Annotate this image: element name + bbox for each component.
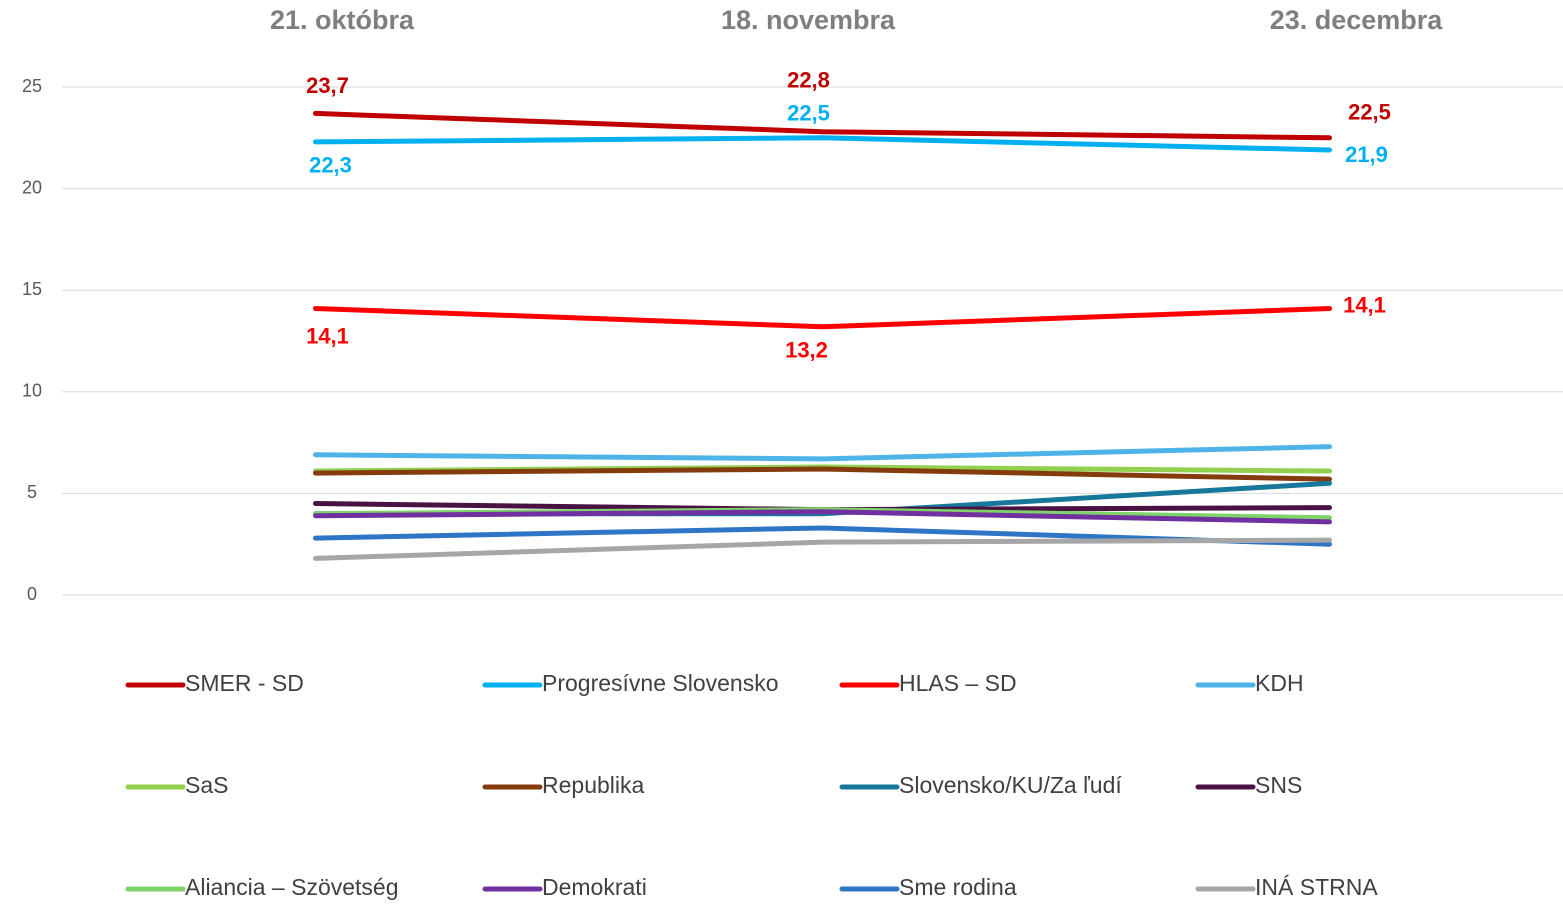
- series-line: [313, 509, 1332, 525]
- data-label: 22,8: [787, 68, 830, 93]
- legend-label: SaS: [185, 772, 228, 798]
- y-tick-label: 0: [27, 584, 37, 604]
- category-label: 23. decembra: [1270, 5, 1444, 35]
- data-label: 22,5: [1348, 100, 1391, 125]
- y-tick-label: 20: [22, 177, 42, 197]
- legend-label: HLAS – SD: [899, 670, 1017, 696]
- y-tick-label: 15: [22, 279, 42, 299]
- y-tick-label: 25: [22, 76, 42, 96]
- legend-label: Aliancia – Szövetség: [185, 874, 399, 900]
- data-label: 14,1: [1343, 292, 1386, 317]
- legend-label: INÁ STRNA: [1255, 874, 1378, 900]
- series-line: [313, 110, 1332, 141]
- series-line: [313, 444, 1332, 462]
- data-label: 14,1: [306, 323, 349, 348]
- series-line: [313, 135, 1332, 153]
- data-label: 23,7: [306, 73, 349, 98]
- data-label: 21,9: [1345, 142, 1388, 167]
- category-label: 21. októbra: [270, 5, 415, 35]
- legend-label: Slovensko/KU/Za ľudí: [899, 772, 1122, 798]
- series-line: [313, 537, 1332, 561]
- legend-label: KDH: [1255, 670, 1304, 696]
- legend-label: Demokrati: [542, 874, 647, 900]
- legend-label: Sme rodina: [899, 874, 1017, 900]
- series-line: [313, 305, 1332, 330]
- legend-label: Progresívne Slovensko: [542, 670, 779, 696]
- legend-label: SNS: [1255, 772, 1302, 798]
- legend-label: SMER - SD: [185, 670, 304, 696]
- y-tick-label: 5: [27, 482, 37, 502]
- series-line: [313, 466, 1332, 482]
- y-tick-label: 10: [22, 381, 42, 401]
- category-label: 18. novembra: [721, 5, 896, 35]
- legend-label: Republika: [542, 772, 644, 798]
- data-label: 22,3: [309, 153, 352, 178]
- data-label: 13,2: [785, 338, 828, 363]
- data-label: 22,5: [787, 101, 830, 126]
